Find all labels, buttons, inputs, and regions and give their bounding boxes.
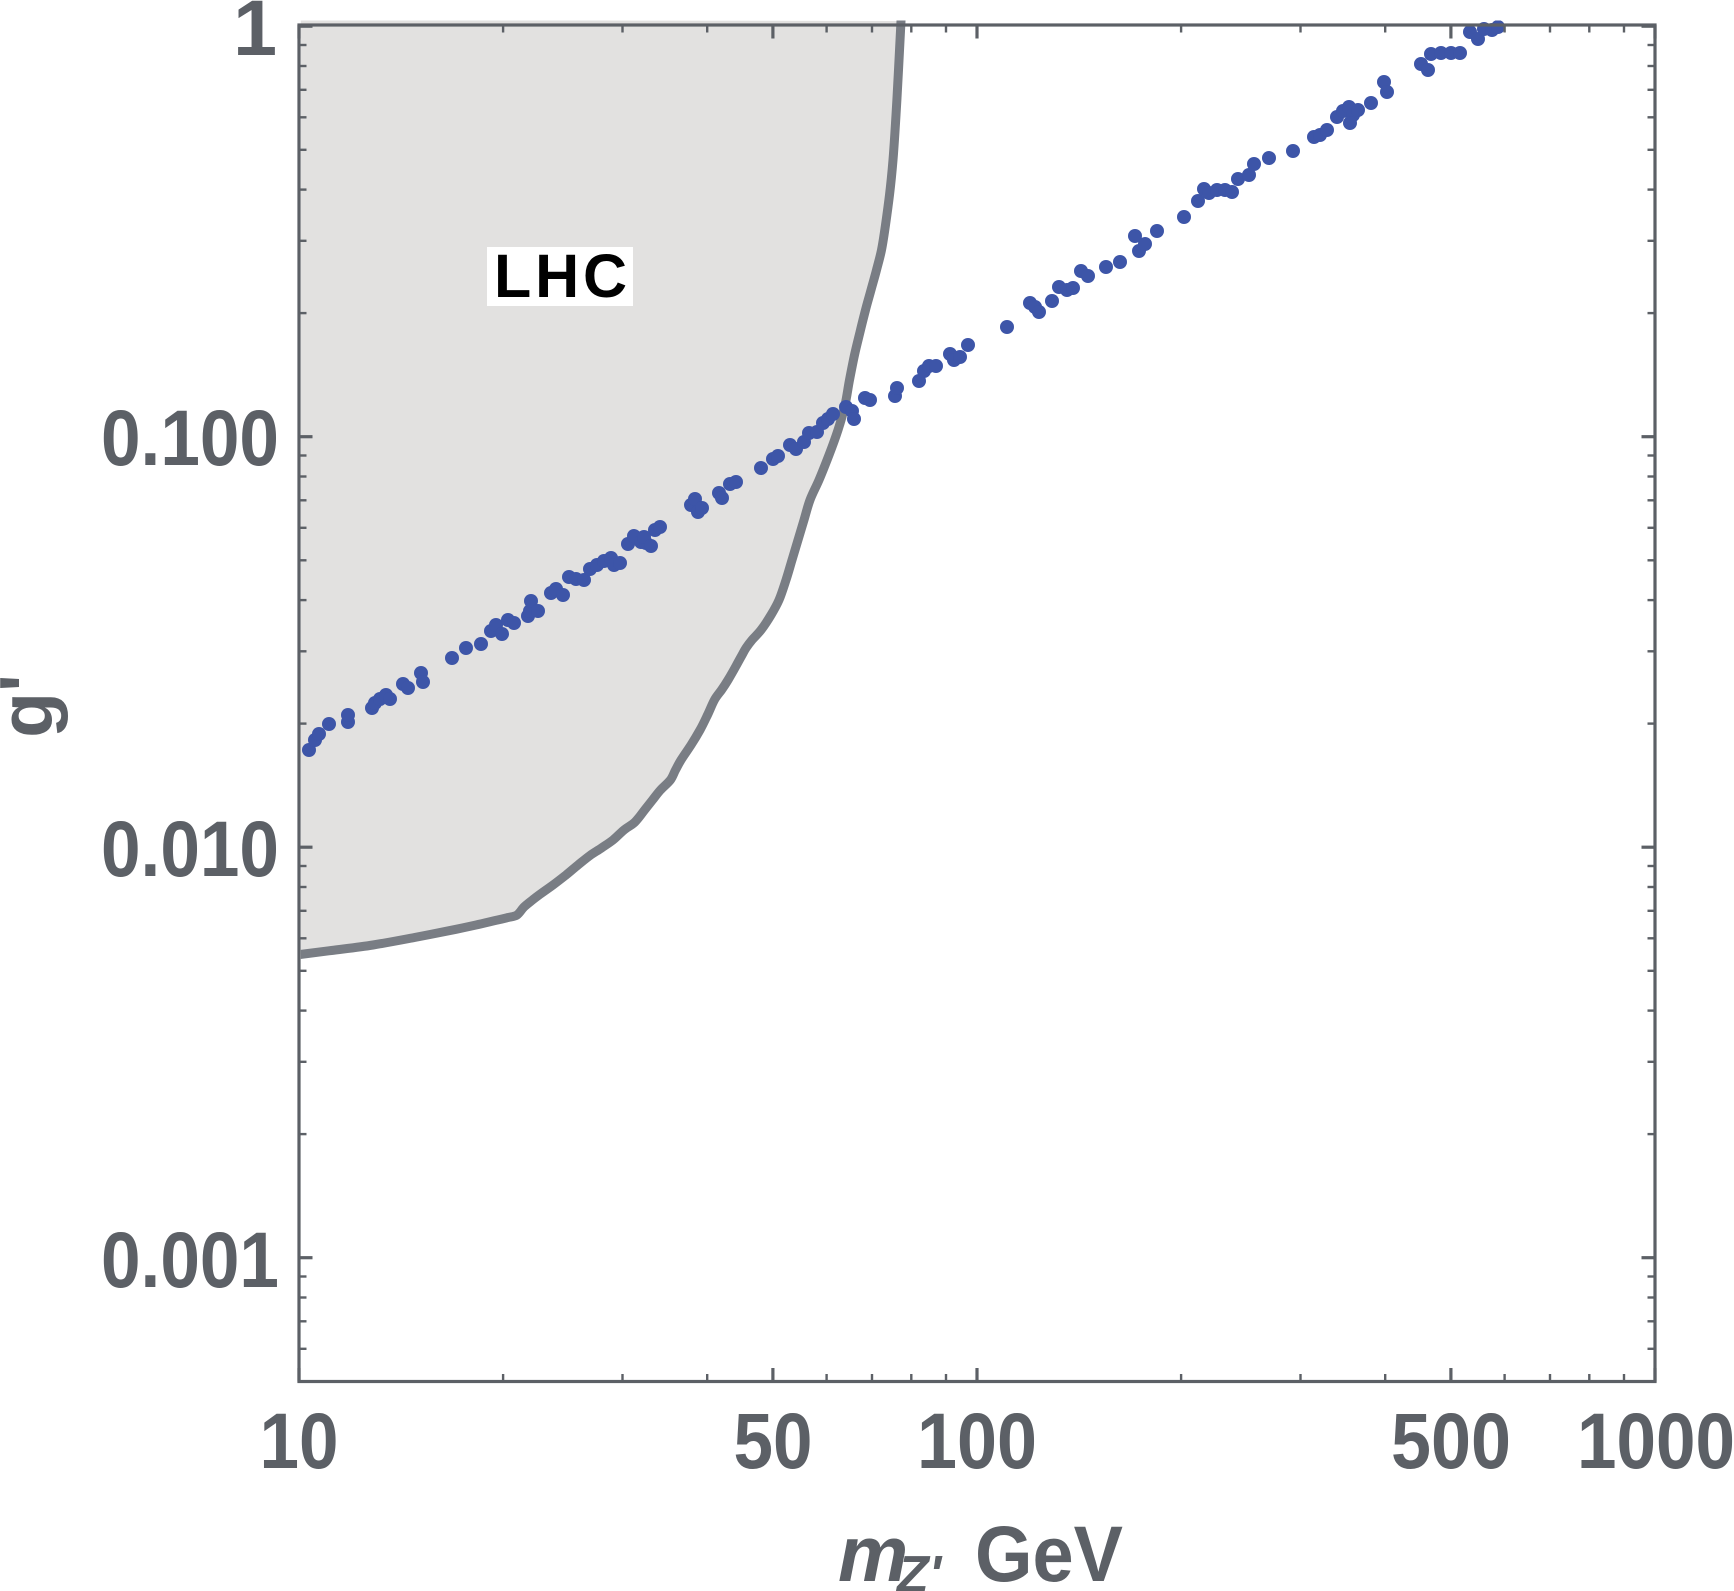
svg-text:1000: 1000 [1577,1396,1734,1485]
svg-text:100: 100 [917,1396,1037,1485]
svg-text:m: m [838,1509,908,1591]
svg-text:0.100: 0.100 [101,393,279,482]
svg-text:1: 1 [233,0,277,72]
svg-text:0.001: 0.001 [101,1215,279,1304]
svg-text:g': g' [0,674,68,738]
svg-text:0.010: 0.010 [101,804,279,893]
svg-text:LHC: LHC [494,242,627,310]
svg-text:Z': Z' [895,1546,943,1591]
svg-text:50: 50 [734,1396,813,1485]
svg-text:10: 10 [260,1396,339,1485]
svg-text:500: 500 [1391,1396,1511,1485]
svg-text:GeV: GeV [975,1509,1123,1591]
